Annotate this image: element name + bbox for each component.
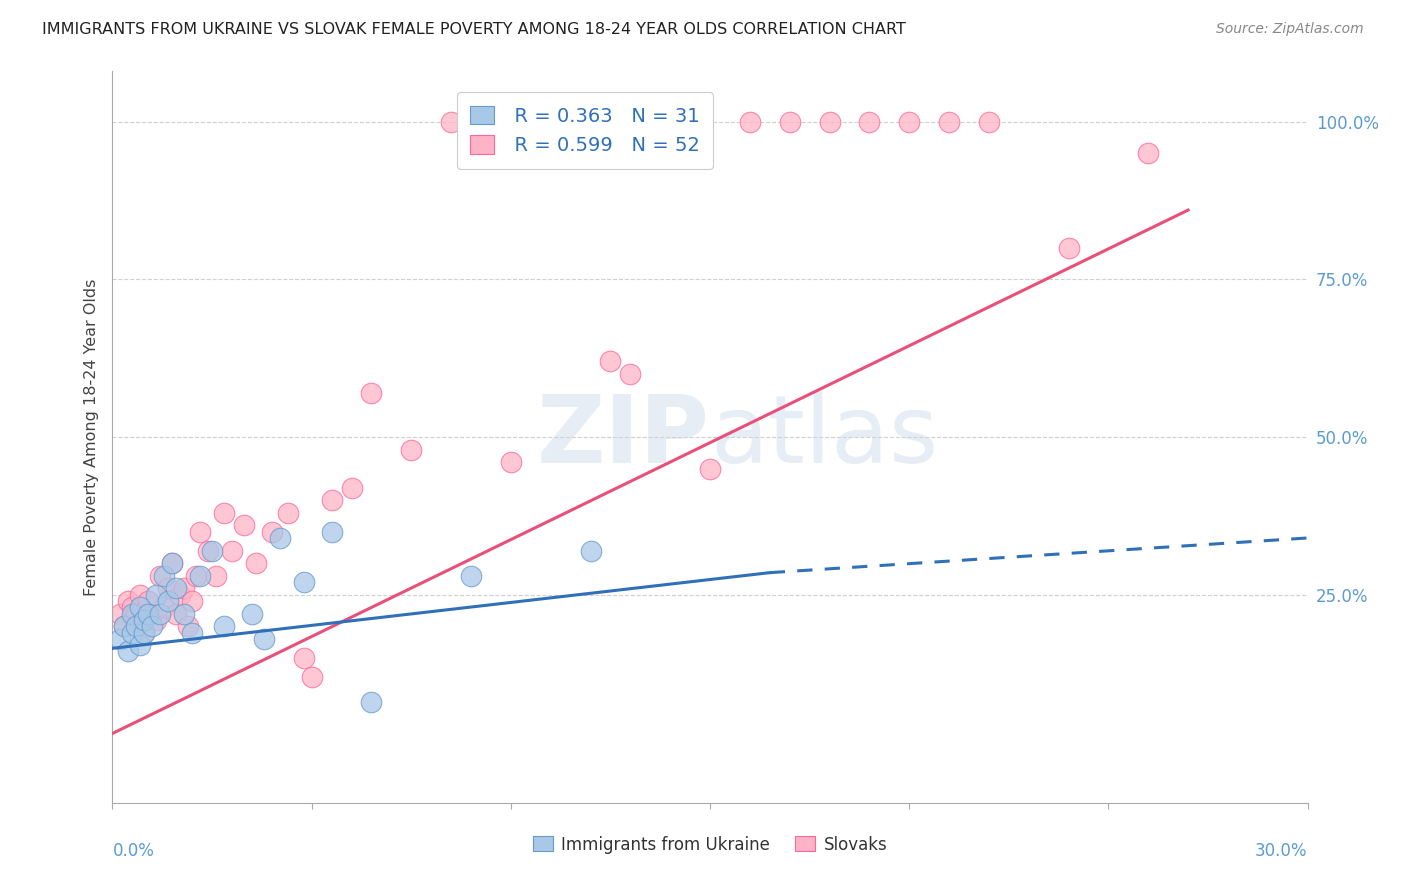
Point	[938, 115, 960, 129]
Point	[212, 506, 235, 520]
Point	[114, 619, 135, 633]
Point	[117, 594, 139, 608]
Point	[479, 115, 502, 129]
Point	[121, 600, 143, 615]
Point	[292, 650, 315, 665]
Point	[1137, 146, 1160, 161]
Point	[145, 588, 167, 602]
Point	[181, 594, 204, 608]
Point	[149, 607, 172, 621]
Point	[129, 638, 152, 652]
Point	[129, 600, 152, 615]
Point	[173, 607, 195, 621]
Point	[188, 569, 211, 583]
Point	[818, 115, 841, 129]
Point	[177, 619, 200, 633]
Point	[153, 569, 176, 583]
Point	[197, 543, 219, 558]
Point	[659, 115, 682, 129]
Point	[181, 625, 204, 640]
Point	[125, 619, 148, 633]
Text: ZIP: ZIP	[537, 391, 710, 483]
Point	[201, 543, 224, 558]
Point	[738, 115, 761, 129]
Point	[301, 670, 323, 684]
Point	[173, 582, 195, 596]
Point	[149, 569, 172, 583]
Text: atlas: atlas	[710, 391, 938, 483]
Point	[138, 607, 160, 621]
Point	[360, 695, 382, 709]
Point	[260, 524, 283, 539]
Point	[117, 644, 139, 658]
Text: 0.0%: 0.0%	[112, 842, 155, 860]
Point	[321, 493, 343, 508]
Point	[898, 115, 921, 129]
Text: IMMIGRANTS FROM UKRAINE VS SLOVAK FEMALE POVERTY AMONG 18-24 YEAR OLDS CORRELATI: IMMIGRANTS FROM UKRAINE VS SLOVAK FEMALE…	[42, 22, 905, 37]
Point	[321, 524, 343, 539]
Point	[188, 524, 211, 539]
Point	[401, 442, 423, 457]
Legend: Immigrants from Ukraine, Slovaks: Immigrants from Ukraine, Slovaks	[526, 829, 894, 860]
Point	[110, 607, 132, 621]
Point	[205, 569, 228, 583]
Point	[440, 115, 463, 129]
Point	[186, 569, 208, 583]
Point	[360, 386, 382, 401]
Y-axis label: Female Poverty Among 18-24 Year Olds: Female Poverty Among 18-24 Year Olds	[83, 278, 98, 596]
Point	[292, 575, 315, 590]
Point	[165, 607, 187, 621]
Point	[165, 582, 187, 596]
Point	[1057, 241, 1080, 255]
Point	[699, 461, 721, 475]
Point	[129, 588, 152, 602]
Point	[233, 518, 256, 533]
Point	[221, 543, 243, 558]
Point	[579, 543, 602, 558]
Point	[240, 607, 263, 621]
Point	[134, 625, 156, 640]
Point	[121, 607, 143, 621]
Point	[162, 556, 183, 570]
Point	[138, 594, 160, 608]
Point	[134, 625, 156, 640]
Point	[779, 115, 801, 129]
Point	[153, 600, 176, 615]
Point	[157, 582, 180, 596]
Point	[125, 607, 148, 621]
Point	[269, 531, 291, 545]
Text: Source: ZipAtlas.com: Source: ZipAtlas.com	[1216, 22, 1364, 37]
Text: 30.0%: 30.0%	[1256, 842, 1308, 860]
Point	[858, 115, 880, 129]
Point	[212, 619, 235, 633]
Point	[540, 115, 562, 129]
Point	[134, 613, 156, 627]
Point	[169, 588, 191, 602]
Point	[110, 632, 132, 646]
Point	[157, 594, 180, 608]
Point	[619, 367, 641, 381]
Point	[141, 619, 163, 633]
Point	[277, 506, 299, 520]
Point	[114, 619, 135, 633]
Point	[145, 613, 167, 627]
Point	[977, 115, 1000, 129]
Point	[121, 625, 143, 640]
Point	[141, 607, 163, 621]
Point	[340, 481, 363, 495]
Point	[460, 569, 482, 583]
Point	[162, 556, 183, 570]
Point	[253, 632, 276, 646]
Point	[499, 455, 522, 469]
Point	[245, 556, 267, 570]
Point	[599, 354, 621, 368]
